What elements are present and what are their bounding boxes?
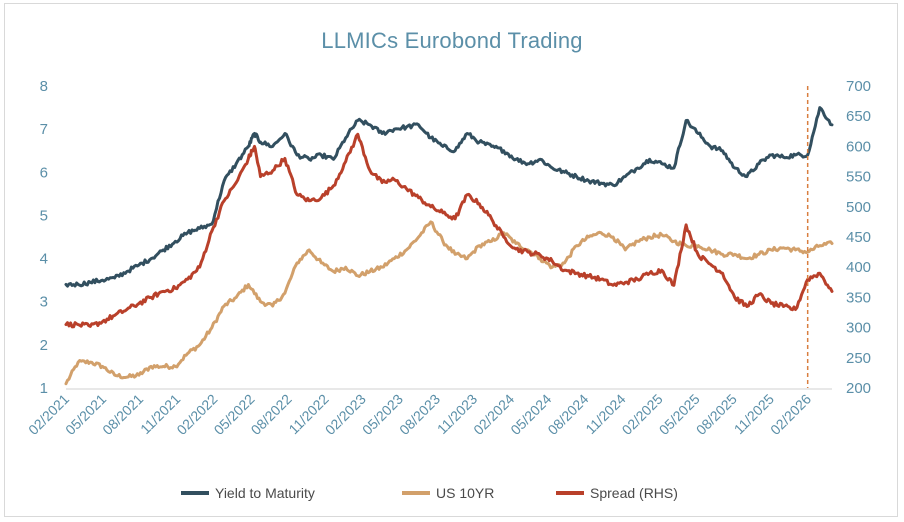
legend-swatch-spread xyxy=(556,491,584,495)
x-tick-label: 08/2024 xyxy=(544,391,591,438)
series-layer xyxy=(64,106,834,386)
right-tick-label: 350 xyxy=(846,289,871,306)
x-axis: 02/202105/202108/202111/202102/202205/20… xyxy=(25,391,814,438)
legend-label-us10: US 10YR xyxy=(436,485,495,501)
right-tick-label: 650 xyxy=(846,108,871,125)
legend-label-spread: Spread (RHS) xyxy=(590,485,678,501)
left-tick-label: 7 xyxy=(40,121,48,138)
series-line-spread xyxy=(64,132,834,329)
left-axis: 1 2 3 4 5 6 7 8 xyxy=(40,78,48,397)
x-tick-label: 08/2022 xyxy=(248,391,295,438)
x-tick-label: 08/2021 xyxy=(99,391,146,438)
x-tick-label: 08/2023 xyxy=(396,391,443,438)
right-axis: 200 250 300 350 400 450 500 550 600 650 700 xyxy=(846,78,871,397)
series-line-ytm xyxy=(64,106,834,288)
x-tick-label: 02/2026 xyxy=(767,391,814,438)
legend-label-ytm: Yield to Maturity xyxy=(215,485,315,501)
right-tick-label: 300 xyxy=(846,320,871,337)
left-tick-label: 2 xyxy=(40,337,48,354)
chart-title: LLMICs Eurobond Trading xyxy=(321,28,583,53)
right-tick-label: 500 xyxy=(846,199,871,216)
left-tick-label: 6 xyxy=(40,164,48,181)
x-tick-label: 08/2025 xyxy=(693,391,740,438)
legend: Yield to Maturity US 10YR Spread (RHS) xyxy=(0,481,904,505)
right-tick-label: 700 xyxy=(846,78,871,95)
legend-swatch-ytm xyxy=(181,491,209,495)
left-tick-label: 5 xyxy=(40,207,48,224)
right-tick-label: 200 xyxy=(846,380,871,397)
legend-item-us10: US 10YR xyxy=(402,481,494,505)
right-tick-label: 550 xyxy=(846,169,871,186)
legend-swatch-us10 xyxy=(402,491,430,495)
right-tick-label: 250 xyxy=(846,350,871,367)
right-tick-label: 600 xyxy=(846,138,871,155)
left-tick-label: 3 xyxy=(40,294,48,311)
left-tick-label: 4 xyxy=(40,251,48,268)
legend-item-ytm: Yield to Maturity xyxy=(181,481,315,505)
chart-frame xyxy=(4,3,898,517)
right-tick-label: 450 xyxy=(846,229,871,246)
right-tick-label: 400 xyxy=(846,259,871,276)
left-tick-label: 1 xyxy=(40,380,48,397)
left-tick-label: 8 xyxy=(40,78,48,95)
series-line-us10 xyxy=(64,220,834,386)
legend-item-spread: Spread (RHS) xyxy=(556,481,678,505)
